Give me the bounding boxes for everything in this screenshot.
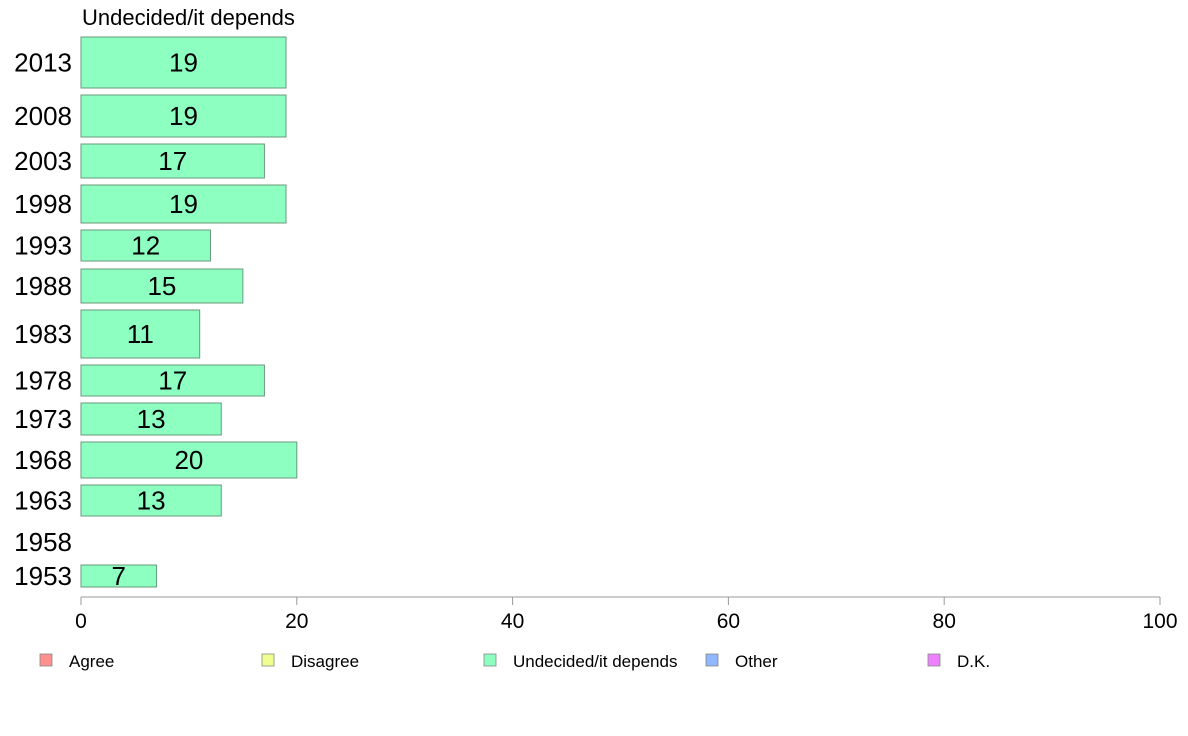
year-label: 1993: [14, 231, 72, 261]
bar-value-label: 15: [147, 271, 176, 301]
legend-swatch: [927, 653, 941, 667]
bar-1988: [80, 268, 244, 304]
year-label: 2013: [14, 48, 72, 78]
bar-value-label: 20: [174, 445, 203, 475]
bar-value-label: 19: [169, 48, 198, 78]
bar-value-label: 7: [112, 561, 126, 591]
legend-swatch: [705, 653, 719, 667]
legend: Agree Disagree Undecided/it depends Other D.…: [39, 652, 990, 671]
year-label: 2003: [14, 146, 72, 176]
bar-1998: [80, 184, 287, 224]
bar-1963: [80, 484, 222, 517]
legend-label: Other: [735, 652, 778, 671]
bar-value-label: 12: [131, 231, 160, 261]
year-label: 1988: [14, 271, 72, 301]
x-tick-label: 40: [501, 610, 524, 633]
bar-2003: [80, 143, 265, 179]
x-tick-label: 60: [717, 610, 740, 633]
legend-label: D.K.: [957, 652, 990, 671]
x-axis: 0 20 40 60 80 100: [75, 596, 1178, 633]
year-label: 1953: [14, 561, 72, 591]
x-tick-label: 80: [933, 610, 956, 633]
x-tick-label: 0: [75, 610, 87, 633]
chart-title: Undecided/it depends: [82, 5, 295, 30]
bar-value-label: 13: [137, 404, 166, 434]
bar-value-label: 19: [169, 101, 198, 131]
year-label: 1998: [14, 189, 72, 219]
bar-1978: [80, 364, 265, 397]
year-label: 1978: [14, 366, 72, 396]
year-label: 1958: [14, 527, 72, 557]
bar-value-label: 17: [158, 146, 187, 176]
year-label: 2008: [14, 101, 72, 131]
legend-label: Disagree: [291, 652, 359, 671]
bar-1968: [80, 441, 298, 479]
legend-swatch: [483, 653, 497, 667]
bar-1953: [80, 564, 158, 588]
bar-2008: [80, 94, 287, 138]
x-tick-label: 20: [285, 610, 308, 633]
year-label: 1973: [14, 404, 72, 434]
legend-swatch: [39, 653, 53, 667]
bar-1973: [80, 402, 222, 436]
bar-value-label: 11: [127, 319, 154, 349]
bar-value-label: 19: [169, 189, 198, 219]
bar-2013: [80, 36, 287, 89]
bar-1983: [80, 309, 201, 359]
legend-swatch: [261, 653, 275, 667]
legend-label: Undecided/it depends: [513, 652, 677, 671]
bar-1993: [80, 229, 211, 262]
year-label: 1968: [14, 445, 72, 475]
bar-value-label: 13: [137, 486, 166, 516]
legend-label: Agree: [69, 652, 114, 671]
year-label: 1963: [14, 486, 72, 516]
x-tick-label: 100: [1142, 610, 1177, 633]
year-label: 1983: [14, 319, 72, 349]
bar-value-label: 17: [158, 366, 187, 396]
